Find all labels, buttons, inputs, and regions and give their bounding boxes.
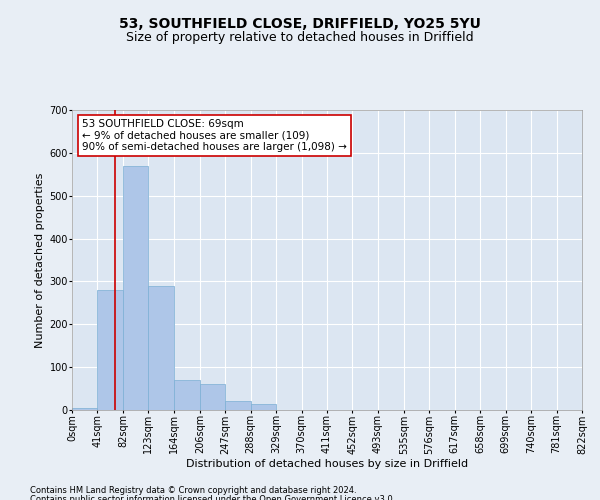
- Bar: [225, 402, 251, 410]
- Text: Contains public sector information licensed under the Open Government Licence v3: Contains public sector information licen…: [30, 495, 395, 500]
- Y-axis label: Number of detached properties: Number of detached properties: [35, 172, 45, 348]
- Bar: [72, 408, 97, 410]
- X-axis label: Distribution of detached houses by size in Driffield: Distribution of detached houses by size …: [186, 459, 468, 469]
- Bar: [200, 384, 225, 410]
- Bar: [123, 166, 148, 410]
- Bar: [174, 380, 200, 410]
- Bar: [97, 290, 123, 410]
- Text: Size of property relative to detached houses in Driffield: Size of property relative to detached ho…: [126, 31, 474, 44]
- Bar: [148, 286, 174, 410]
- Bar: [251, 404, 276, 410]
- Text: 53, SOUTHFIELD CLOSE, DRIFFIELD, YO25 5YU: 53, SOUTHFIELD CLOSE, DRIFFIELD, YO25 5Y…: [119, 18, 481, 32]
- Text: 53 SOUTHFIELD CLOSE: 69sqm
← 9% of detached houses are smaller (109)
90% of semi: 53 SOUTHFIELD CLOSE: 69sqm ← 9% of detac…: [82, 119, 347, 152]
- Text: Contains HM Land Registry data © Crown copyright and database right 2024.: Contains HM Land Registry data © Crown c…: [30, 486, 356, 495]
